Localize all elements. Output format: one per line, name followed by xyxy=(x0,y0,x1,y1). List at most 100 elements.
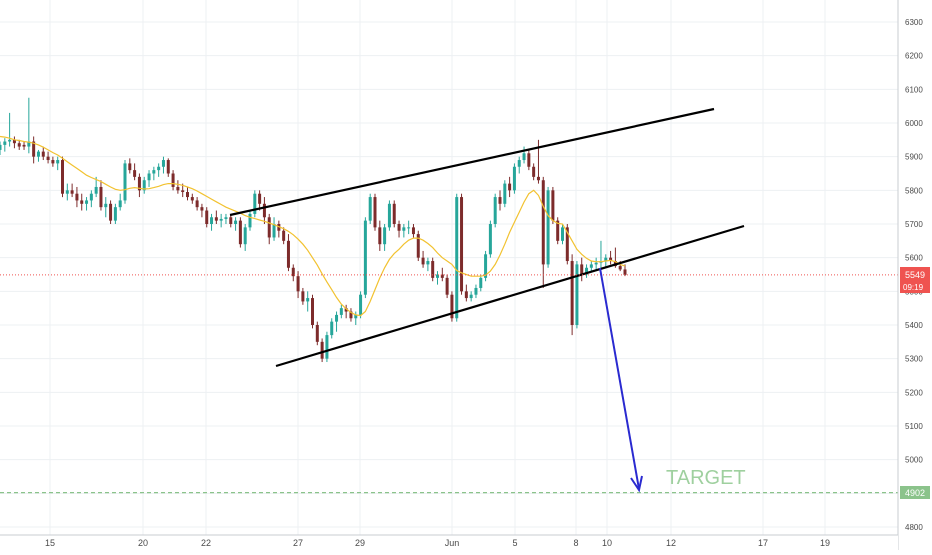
grid xyxy=(0,0,898,535)
lower-trendline[interactable] xyxy=(275,224,745,368)
last-price-label: 5549 xyxy=(905,270,925,280)
candle-body xyxy=(195,200,199,208)
candle-body xyxy=(585,267,589,275)
candle-body xyxy=(56,160,60,164)
candle-body xyxy=(575,264,579,325)
y-tick-label: 4800 xyxy=(905,523,923,532)
x-tick-label: 27 xyxy=(293,538,303,548)
candle-body xyxy=(157,166,161,171)
candle-body xyxy=(440,274,444,278)
candle-body xyxy=(512,166,516,191)
candle-body xyxy=(258,193,262,204)
candle-body xyxy=(99,186,103,208)
x-tick-label: 12 xyxy=(666,538,676,548)
candle-body xyxy=(402,227,406,231)
target-label: TARGET xyxy=(666,467,746,489)
candle-body xyxy=(123,163,127,201)
candle-body xyxy=(128,163,132,171)
candle-body xyxy=(94,186,98,194)
trendlines xyxy=(229,107,745,368)
projection-arrow-shaft[interactable] xyxy=(599,267,640,490)
moving-average-line xyxy=(0,135,626,317)
candle-body xyxy=(541,180,545,265)
y-tick-label: 5300 xyxy=(905,355,923,364)
candle-body xyxy=(161,160,165,167)
candle-body xyxy=(354,314,358,319)
candle-body xyxy=(234,220,238,224)
candle-body xyxy=(142,180,146,191)
candle-body xyxy=(373,197,377,228)
candle-body xyxy=(594,262,598,265)
candle-body xyxy=(238,220,242,245)
candle-body xyxy=(431,261,435,278)
candle-body xyxy=(359,294,363,315)
candle-body xyxy=(296,276,300,292)
candle-body xyxy=(190,197,194,201)
candle-body xyxy=(0,144,2,150)
candle-body xyxy=(387,203,391,228)
x-tick-label: 8 xyxy=(573,538,578,548)
candle-body xyxy=(46,156,50,161)
candle-body xyxy=(75,193,79,201)
candle-body xyxy=(517,160,521,167)
candle-body xyxy=(137,176,141,191)
candle-body xyxy=(618,266,622,270)
y-tick-label: 6100 xyxy=(905,85,923,94)
candle-body xyxy=(181,190,185,193)
candle-body xyxy=(498,197,502,204)
candle-body xyxy=(546,190,550,265)
candle-body xyxy=(248,213,252,228)
candle-body xyxy=(493,197,497,224)
y-tick-label: 5700 xyxy=(905,220,923,229)
candle-body xyxy=(272,224,276,238)
candle-body xyxy=(604,257,608,262)
time-axis-panel xyxy=(0,535,898,550)
candle-body xyxy=(214,217,218,221)
candle-body xyxy=(609,257,613,262)
candles xyxy=(0,97,627,363)
candle-body xyxy=(532,166,536,177)
candle-body xyxy=(306,298,310,302)
candle-body xyxy=(474,287,478,295)
candle-body xyxy=(570,261,574,325)
upper-trendline[interactable] xyxy=(229,107,715,217)
candle-body xyxy=(262,203,266,218)
last-price-badge xyxy=(900,267,930,281)
candle-body xyxy=(426,261,430,265)
y-tick-label: 5100 xyxy=(905,422,923,431)
candle-body xyxy=(166,160,170,174)
projection-arrow-head xyxy=(630,475,643,493)
candle-body xyxy=(488,224,492,255)
candle-body xyxy=(113,207,117,221)
candle-body xyxy=(349,311,353,319)
candle-body xyxy=(147,173,151,181)
candle-body xyxy=(243,227,247,245)
candle-body xyxy=(3,141,7,145)
candle-body xyxy=(17,143,21,147)
y-tick-label: 6300 xyxy=(905,18,923,27)
candle-body xyxy=(229,217,233,224)
candle-body xyxy=(580,264,584,275)
candle-body xyxy=(383,227,387,245)
candle-body xyxy=(311,298,314,325)
candle-body xyxy=(450,294,454,319)
y-tick-label: 5600 xyxy=(905,254,923,263)
x-tick-label: Jun xyxy=(445,538,460,548)
candle-body xyxy=(527,153,531,167)
candle-body xyxy=(286,240,290,268)
candle-body xyxy=(479,277,483,288)
countdown-badge xyxy=(900,281,930,293)
target-price-badge xyxy=(900,486,930,499)
candle-body xyxy=(36,151,40,157)
price-lines xyxy=(0,274,898,494)
candle-body xyxy=(219,218,223,221)
x-tick-label: 29 xyxy=(355,538,365,548)
candle-body xyxy=(51,160,55,164)
x-tick-label: 20 xyxy=(138,538,148,548)
candle-body xyxy=(267,217,271,238)
candle-body xyxy=(589,264,593,268)
target-price-label: 4902 xyxy=(905,488,925,498)
candle-body xyxy=(109,203,113,221)
candle-body xyxy=(118,200,122,208)
